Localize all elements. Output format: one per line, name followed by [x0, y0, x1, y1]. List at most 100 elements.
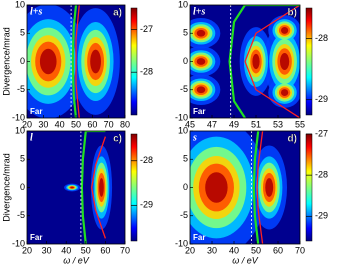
- x-tick-label: 55: [295, 119, 305, 129]
- x-axis-label: ω / eV: [63, 255, 90, 265]
- x-tick-label: 20: [22, 119, 32, 129]
- intensity: [99, 178, 104, 197]
- y-tick-label: -10: [175, 112, 188, 122]
- y-tick-label: 10: [178, 125, 188, 135]
- x-tick-label: 30: [42, 245, 52, 255]
- note: Far: [30, 233, 42, 242]
- intensity: [196, 58, 206, 65]
- x-tick-label: 49: [229, 119, 239, 129]
- y-tick-label: 10: [178, 0, 188, 9]
- x-tick-label: 45: [185, 119, 195, 129]
- panel-id: d): [288, 134, 297, 145]
- panel-label: l+s: [30, 6, 42, 17]
- y-tick-label: -10: [175, 238, 188, 248]
- colorbar-tick-label: -29: [140, 200, 153, 210]
- x-axis-label: ω / eV: [232, 255, 259, 265]
- note: Far: [30, 107, 42, 116]
- x-tick-label: 40: [55, 119, 65, 129]
- intensity: [205, 172, 228, 203]
- x-tick-label: 70: [295, 245, 305, 255]
- x-tick-label: 20: [185, 245, 195, 255]
- intensity: [196, 86, 206, 94]
- green-curve: [71, 5, 78, 118]
- panel-label: s: [192, 132, 197, 143]
- intensity: [280, 89, 289, 96]
- colorbar-tick-label: -28: [140, 67, 153, 77]
- red-curve: [256, 131, 264, 244]
- x-tick-label: 60: [87, 119, 97, 129]
- red-curve: [244, 5, 300, 118]
- x-tick-label: 30: [207, 245, 217, 255]
- y-tick-label: 0: [183, 56, 188, 66]
- x-tick-label: 40: [61, 245, 71, 255]
- intensity: [39, 48, 57, 75]
- note: Far: [193, 233, 205, 242]
- intensity: [265, 178, 274, 197]
- y-tick-label: 5: [183, 28, 188, 38]
- y-tick-label: -5: [17, 84, 25, 94]
- green-curve: [228, 5, 300, 118]
- x-tick-label: 51: [251, 119, 261, 129]
- x-tick-label: 50: [81, 245, 91, 255]
- colorbar: [305, 133, 313, 242]
- x-tick-label: 70: [120, 245, 130, 255]
- y-tick-label: 5: [20, 154, 25, 164]
- intensity: [196, 29, 206, 37]
- y-axis-label: Divergence/mrad: [1, 153, 11, 222]
- colorbar: [130, 133, 138, 242]
- y-tick-label: 0: [183, 182, 188, 192]
- heatmap: [27, 131, 125, 244]
- intensity: [90, 49, 101, 74]
- green-curve: [80, 131, 106, 244]
- heatmap: [190, 131, 300, 244]
- y-tick-label: -5: [17, 210, 25, 220]
- intensity: [280, 27, 289, 34]
- x-tick-label: 60: [273, 245, 283, 255]
- intensity: [252, 53, 260, 70]
- colorbar-tick-label: -28: [315, 33, 328, 43]
- x-tick-label: 50: [251, 245, 261, 255]
- intensity: [70, 186, 74, 189]
- note: Far: [193, 107, 205, 116]
- colorbar-tick-label: -27: [140, 24, 153, 34]
- x-tick-label: 20: [22, 245, 32, 255]
- colorbar-tick-label: -29: [315, 94, 328, 104]
- colorbar-tick-label: -29: [315, 211, 328, 221]
- x-tick-label: 50: [71, 119, 81, 129]
- x-tick-label: 60: [100, 245, 110, 255]
- y-tick-label: 5: [183, 154, 188, 164]
- y-tick-label: 10: [15, 0, 25, 9]
- x-tick-label: 40: [229, 245, 239, 255]
- y-tick-label: -5: [180, 84, 188, 94]
- panel-id: c): [113, 134, 122, 145]
- y-axis-label: Divergence/mrad: [1, 27, 11, 96]
- panel-id: b): [288, 8, 297, 19]
- red-curve: [91, 136, 107, 239]
- panel-label: l: [30, 132, 33, 143]
- x-tick-label: 80: [120, 119, 130, 129]
- colorbar-tick-label: -28: [140, 155, 153, 165]
- y-tick-label: 5: [20, 28, 25, 38]
- x-tick-label: 30: [38, 119, 48, 129]
- x-tick-label: 47: [207, 119, 217, 129]
- x-tick-label: 53: [273, 119, 283, 129]
- colorbar-tick-label: -28: [315, 170, 328, 180]
- red-curve: [75, 5, 80, 118]
- y-tick-label: 10: [15, 125, 25, 135]
- y-tick-label: -10: [12, 112, 25, 122]
- green-curve: [252, 131, 260, 244]
- panel-id: a): [113, 8, 122, 19]
- y-tick-label: -5: [180, 210, 188, 220]
- y-tick-label: 0: [20, 56, 25, 66]
- y-tick-label: -10: [12, 238, 25, 248]
- heatmap: [190, 5, 300, 118]
- colorbar: [130, 7, 138, 116]
- colorbar: [305, 7, 313, 116]
- y-tick-label: 0: [20, 182, 25, 192]
- heatmap: [27, 5, 125, 118]
- intensity: [279, 53, 290, 70]
- colorbar-tick-label: -27: [315, 128, 328, 138]
- x-tick-label: 70: [104, 119, 114, 129]
- panel-label: l+s: [193, 6, 205, 17]
